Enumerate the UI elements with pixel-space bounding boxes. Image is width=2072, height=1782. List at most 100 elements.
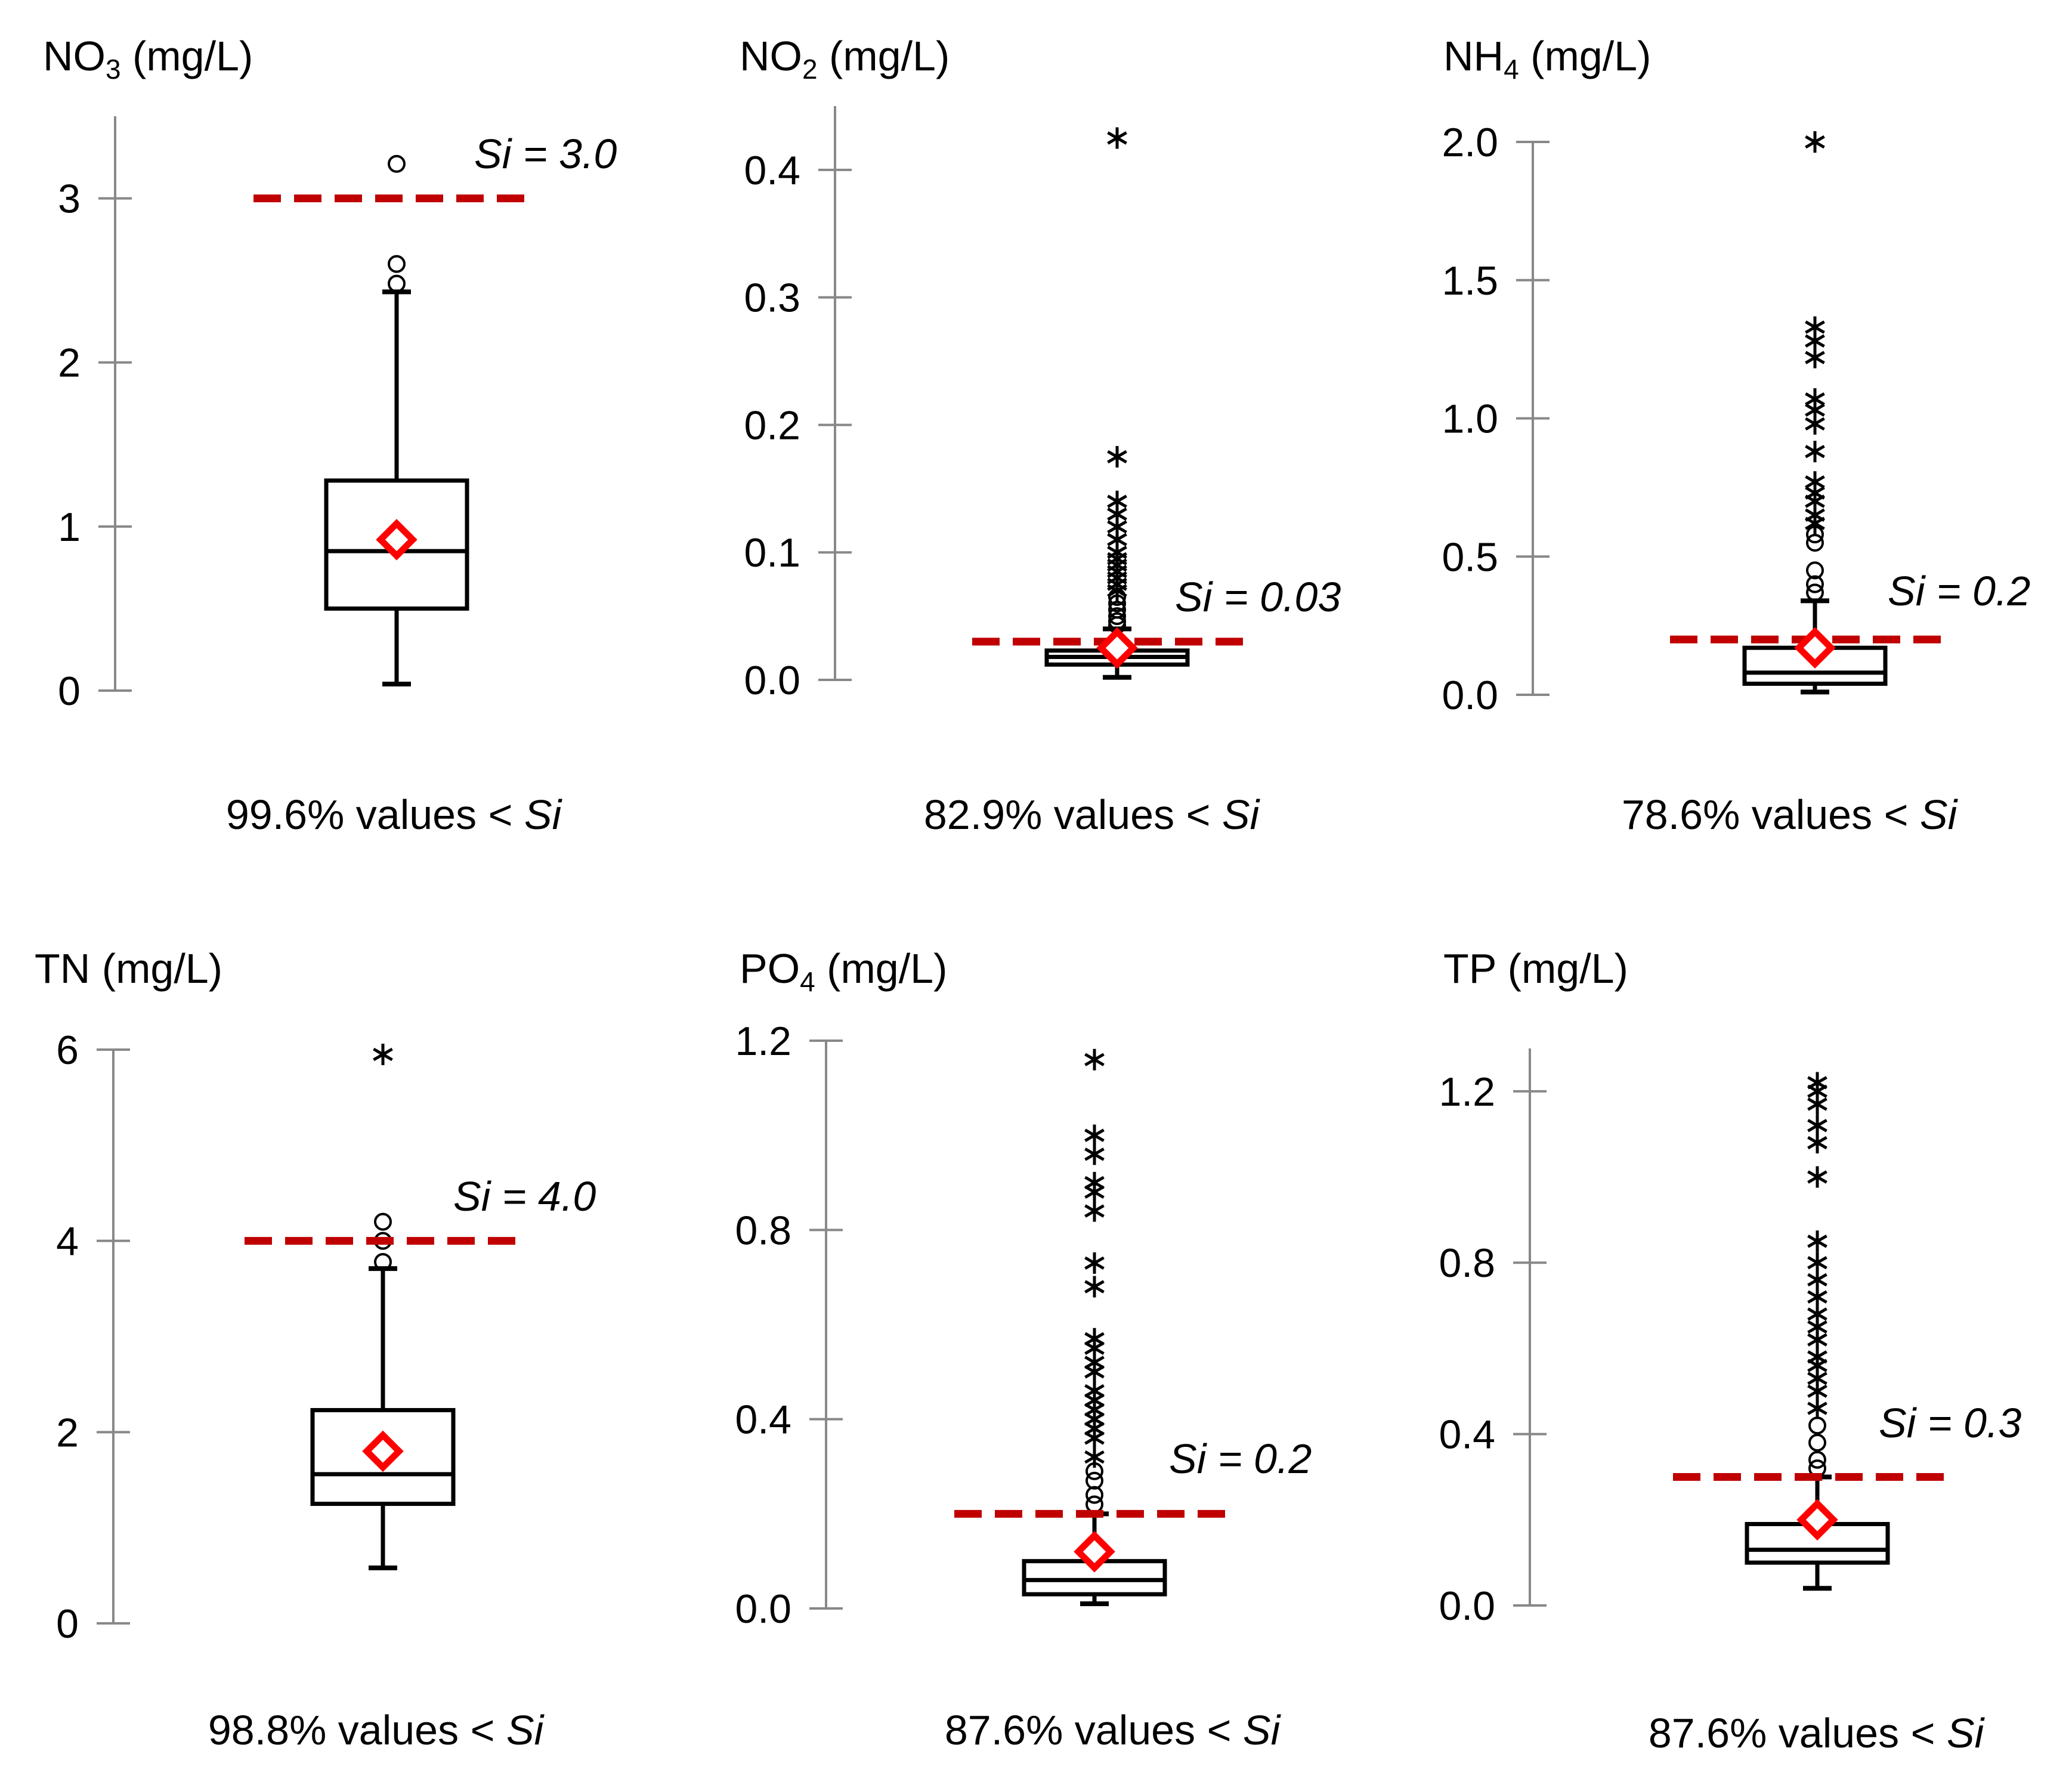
y-tick-label: 0.0 (1439, 1583, 1495, 1629)
outlier-circle (388, 274, 406, 293)
outlier-circle (1806, 534, 1824, 552)
outlier-star (1807, 1230, 1827, 1252)
panel-title-unit: (mg/L) (1496, 945, 1628, 992)
y-tick-label: 0.3 (744, 276, 800, 321)
y-tick-label: 3 (58, 177, 81, 222)
panel-title-main: NO (43, 33, 106, 79)
panel-caption-text: 98.8% values < (208, 1707, 506, 1753)
panel-title-main: NH (1443, 33, 1504, 79)
panel-caption-si: Si (1947, 1710, 1986, 1756)
panel-title-main: PO (740, 945, 800, 992)
threshold-label: Si = 3.0 (474, 131, 617, 177)
outlier-star (1807, 1072, 1827, 1094)
y-tick-label: 0.0 (744, 658, 800, 703)
panel-caption: 82.9% values < Si (924, 791, 1261, 838)
panel-caption-text: 78.6% values < (1622, 791, 1920, 838)
outlier-star (1807, 1115, 1827, 1137)
panel-caption-si: Si (506, 1707, 545, 1753)
panel-title-subscript: 2 (802, 54, 818, 85)
threshold-label-si: Si (453, 1173, 492, 1220)
outlier-star (1084, 1048, 1105, 1071)
outlier-star (1084, 1380, 1105, 1402)
outlier-circle (1108, 601, 1126, 619)
y-tick-label: 0.0 (1442, 673, 1498, 718)
outlier-circle (388, 154, 406, 173)
y-tick-label: 0.4 (1439, 1412, 1495, 1458)
outlier-circle (1806, 583, 1824, 602)
mean-marker (1796, 1499, 1838, 1541)
outlier-circle (388, 255, 406, 273)
panel-caption: 99.6% values < Si (226, 791, 563, 838)
y-tick-label: 2.0 (1442, 120, 1498, 165)
outlier-star (1805, 441, 1825, 463)
threshold-label-si: Si (1888, 568, 1926, 614)
panel-title-unit: (mg/L) (818, 33, 950, 79)
outlier-star (1084, 1252, 1105, 1274)
iqr-box (1022, 1559, 1167, 1597)
panel-caption-si: Si (1920, 791, 1959, 838)
panel-caption-text: 87.6% values < (1649, 1710, 1947, 1756)
outlier-star (1107, 127, 1127, 149)
outlier-star (1084, 1446, 1105, 1468)
outlier-circle (1108, 607, 1126, 626)
panel-caption-si: Si (1243, 1707, 1282, 1753)
threshold-label: Si = 0.2 (1888, 568, 2030, 614)
panel-title-subscript: 4 (1504, 54, 1519, 85)
panel-caption-text: 82.9% values < (924, 791, 1222, 838)
y-tick-label: 0.8 (735, 1208, 791, 1253)
y-tick-label: 1.2 (735, 1019, 791, 1064)
y-tick-label: 4 (56, 1219, 79, 1264)
outlier-circle (1808, 1450, 1826, 1469)
y-tick-label: 2 (56, 1410, 79, 1455)
outlier-circle (374, 1212, 392, 1231)
outlier-star (1084, 1276, 1105, 1298)
threshold-label-value: = 0.03 (1212, 574, 1341, 620)
threshold-label-value: = 0.2 (1206, 1436, 1312, 1482)
panel-title-unit: (mg/L) (121, 33, 253, 79)
panel-caption: 98.8% values < Si (208, 1707, 545, 1753)
outlier-star (1084, 1143, 1105, 1165)
y-tick-label: 0.0 (735, 1586, 791, 1632)
threshold-label: Si = 4.0 (453, 1173, 596, 1220)
panel-caption-text: 99.6% values < (226, 791, 524, 838)
outlier-star (1107, 490, 1127, 512)
panel-title-unit: (mg/L) (90, 945, 222, 992)
panel-4: TN (mg/L) 0 2 4 6 Si = 4.0 98.8% values < Si (35, 945, 596, 1753)
threshold-label-si: Si (1175, 574, 1214, 620)
outlier-circle (1808, 1433, 1826, 1452)
threshold-label-value: = 4.0 (490, 1173, 596, 1220)
y-tick-label: 2 (58, 341, 81, 386)
y-tick-label: 1.0 (1442, 397, 1498, 442)
y-tick-label: 0 (58, 669, 81, 714)
threshold-label-si: Si (1879, 1400, 1918, 1446)
y-tick-label: 0.8 (1439, 1240, 1495, 1286)
outlier-circle (1086, 1486, 1103, 1504)
outlier-star (1084, 1328, 1105, 1350)
panel-2: NO2 (mg/L) 0.0 0.1 0.2 0.3 0.4 Si = 0.03 82.9% … (740, 33, 1341, 838)
panel-title-unit: (mg/L) (815, 945, 948, 992)
panel-caption: 87.6% values < Si (945, 1707, 1282, 1753)
threshold-label-value: = 3.0 (511, 131, 617, 177)
panel-title-main: TP (1443, 945, 1496, 992)
y-tick-label: 1 (58, 505, 81, 550)
panel-5: PO4 (mg/L) 0.0 0.4 0.8 1.2 Si = 0.2 87.6% valu… (735, 945, 1312, 1753)
mean-marker (1074, 1531, 1115, 1573)
panel-6: TP (mg/L) 0.0 0.4 0.8 1.2 Si = 0.3 87.6% value… (1439, 945, 2021, 1756)
outlier-star (1805, 316, 1825, 338)
iqr-box (324, 478, 469, 611)
outlier-circle (374, 1252, 392, 1271)
mean-marker (376, 519, 418, 561)
threshold-label: Si = 0.3 (1879, 1400, 2021, 1446)
threshold-label-value: = 0.2 (1925, 568, 2030, 614)
panel-3: NH4 (mg/L) 0.0 0.5 1.0 1.5 2.0 Si = 0.2 78.6% v… (1442, 33, 2030, 838)
outlier-circle (1808, 1416, 1826, 1435)
panel-title-subscript: 3 (106, 54, 121, 85)
panel-title: TN (mg/L) (35, 945, 222, 992)
mean-marker (1794, 627, 1836, 669)
threshold-label: Si = 0.2 (1169, 1436, 1312, 1482)
mean-marker (362, 1430, 404, 1472)
panel-title: NH4 (mg/L) (1443, 33, 1651, 85)
panel-caption: 78.6% values < Si (1622, 791, 1959, 838)
y-tick-label: 0 (56, 1601, 79, 1647)
